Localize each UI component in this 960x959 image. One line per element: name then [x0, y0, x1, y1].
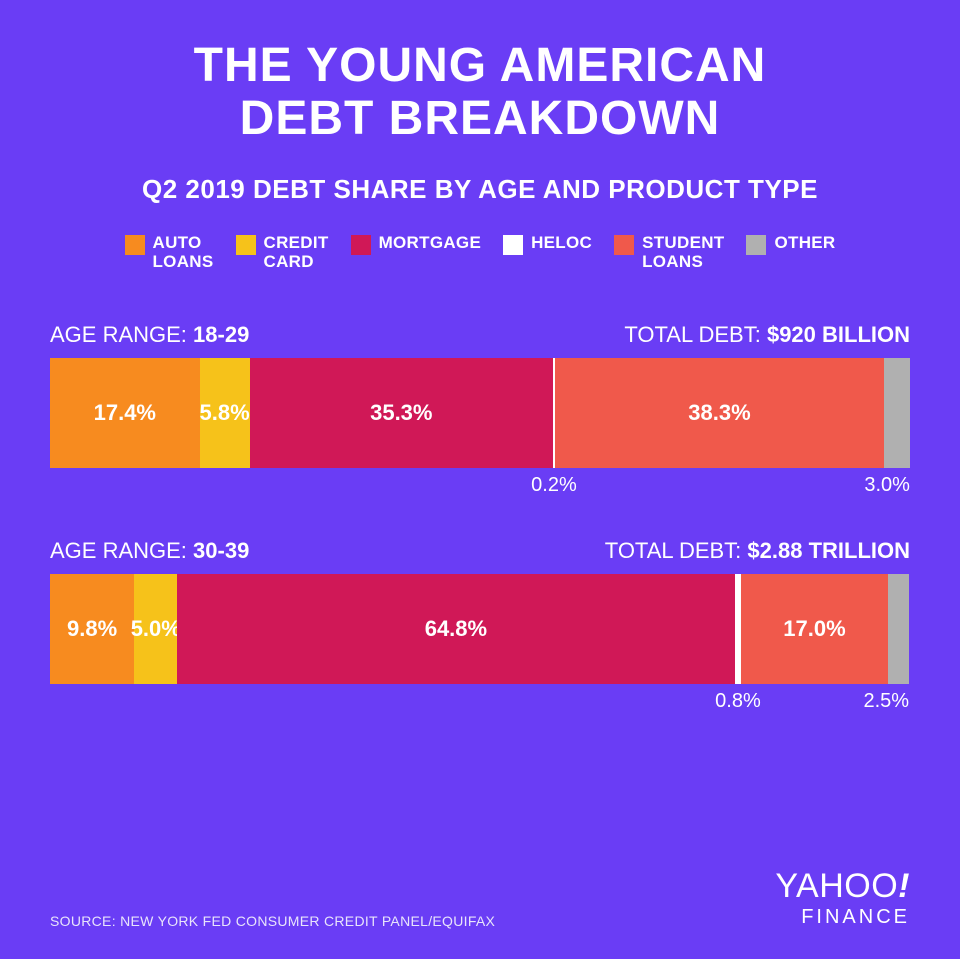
legend-label: STUDENTLOANS	[642, 233, 724, 272]
brand-exclaim: !	[898, 867, 910, 905]
bar-segment: 64.8%	[177, 574, 734, 684]
bar-segment: 35.3%	[250, 358, 554, 468]
source-text: SOURCE: NEW YORK FED CONSUMER CREDIT PAN…	[50, 913, 495, 929]
stacked-bar: 9.8%5.0%64.8%0.8%17.0%2.5%	[50, 574, 910, 684]
legend-label: HELOC	[531, 233, 592, 253]
bar-segment: 9.8%	[50, 574, 134, 684]
legend-swatch	[236, 235, 256, 255]
legend-item: STUDENTLOANS	[614, 233, 724, 272]
subtitle: Q2 2019 DEBT SHARE BY AGE AND PRODUCT TY…	[50, 174, 910, 205]
legend: AUTOLOANS CREDITCARD MORTGAGE HELOC STUDENTL…	[50, 233, 910, 272]
legend-item: HELOC	[503, 233, 592, 255]
bar-segment: 0.8%	[735, 574, 742, 684]
legend-item: CREDITCARD	[236, 233, 329, 272]
legend-item: AUTOLOANS	[125, 233, 214, 272]
brand-bottom: FINANCE	[775, 906, 910, 929]
bar-segment: 2.5%	[888, 574, 910, 684]
age-range-label: AGE RANGE: 18-29	[50, 322, 249, 348]
chart-group: AGE RANGE: 18-29 TOTAL DEBT: $920 BILLION…	[50, 322, 910, 468]
segment-label-below: 2.5%	[864, 690, 910, 713]
bar-segment: 5.0%	[134, 574, 177, 684]
chart-header: AGE RANGE: 18-29 TOTAL DEBT: $920 BILLION	[50, 322, 910, 348]
legend-label: MORTGAGE	[379, 233, 482, 253]
segment-label-below: 3.0%	[864, 474, 910, 497]
legend-swatch	[746, 235, 766, 255]
chart-area: AGE RANGE: 18-29 TOTAL DEBT: $920 BILLION…	[50, 322, 910, 684]
main-title: THE YOUNG AMERICAN DEBT BREAKDOWN	[50, 40, 910, 146]
footer: SOURCE: NEW YORK FED CONSUMER CREDIT PAN…	[50, 867, 910, 929]
chart-header: AGE RANGE: 30-39 TOTAL DEBT: $2.88 TRILLI…	[50, 538, 910, 564]
segment-label-below: 0.8%	[715, 690, 761, 713]
bar-segment: 38.3%	[555, 358, 884, 468]
total-debt-label: TOTAL DEBT: $920 BILLION	[624, 322, 910, 348]
legend-item: MORTGAGE	[351, 233, 482, 255]
title-line-1: THE YOUNG AMERICAN	[50, 40, 910, 93]
bar-segment: 17.4%	[50, 358, 200, 468]
brand-name: YAHOO	[775, 867, 898, 905]
bar-segment: 17.0%	[741, 574, 887, 684]
legend-swatch	[614, 235, 634, 255]
brand-top: YAHOO!	[775, 867, 910, 906]
legend-label: OTHER	[774, 233, 835, 253]
chart-group: AGE RANGE: 30-39 TOTAL DEBT: $2.88 TRILLI…	[50, 538, 910, 684]
bar-segment: 5.8%	[200, 358, 250, 468]
legend-label: CREDITCARD	[264, 233, 329, 272]
bar-segment: 3.0%	[884, 358, 910, 468]
legend-item: OTHER	[746, 233, 835, 255]
title-line-2: DEBT BREAKDOWN	[50, 93, 910, 146]
brand-logo: YAHOO! FINANCE	[775, 867, 910, 929]
legend-swatch	[351, 235, 371, 255]
legend-label: AUTOLOANS	[153, 233, 214, 272]
total-debt-label: TOTAL DEBT: $2.88 TRILLION	[605, 538, 910, 564]
segment-label-below: 0.2%	[531, 474, 577, 497]
legend-swatch	[503, 235, 523, 255]
age-range-label: AGE RANGE: 30-39	[50, 538, 249, 564]
legend-swatch	[125, 235, 145, 255]
stacked-bar: 17.4%5.8%35.3%0.2%38.3%3.0%	[50, 358, 910, 468]
